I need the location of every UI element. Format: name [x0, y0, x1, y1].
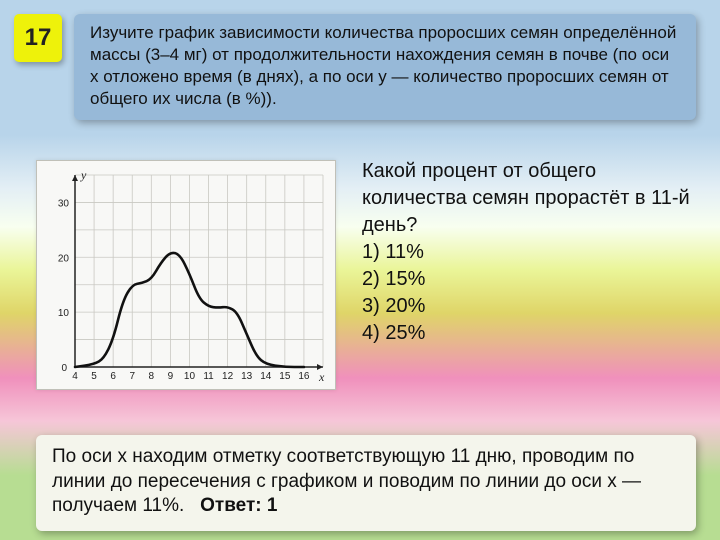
svg-text:6: 6 — [110, 371, 116, 382]
svg-text:5: 5 — [91, 371, 97, 382]
svg-text:11: 11 — [203, 371, 214, 382]
svg-text:8: 8 — [149, 371, 155, 382]
svg-text:0: 0 — [61, 363, 67, 374]
answer-text: По оси x находим отметку соответствующую… — [52, 446, 641, 516]
svg-text:14: 14 — [260, 371, 272, 382]
chart-svg: 4 5 6 7 8 9 10 11 12 13 14 15 16 0 10 20 30 y x — [37, 161, 337, 391]
answer-box: По оси x находим отметку соответствующую… — [36, 435, 696, 531]
option-3: 3) 20% — [362, 293, 702, 320]
chart-container: 4 5 6 7 8 9 10 11 12 13 14 15 16 0 10 20 30 y x — [36, 160, 336, 390]
task-number-badge: 17 — [14, 14, 62, 62]
svg-text:12: 12 — [222, 371, 234, 382]
prompt-box: Изучите график зависимости количества пр… — [74, 14, 696, 120]
question-stem: Какой процент от общего количества семян… — [362, 158, 702, 239]
svg-text:15: 15 — [279, 371, 291, 382]
svg-text:10: 10 — [58, 308, 70, 319]
answer-label: Ответ: 1 — [200, 495, 277, 516]
svg-text:4: 4 — [72, 371, 78, 382]
task-number: 17 — [25, 24, 52, 52]
svg-text:9: 9 — [168, 371, 174, 382]
svg-text:7: 7 — [129, 371, 135, 382]
svg-text:x: x — [318, 370, 325, 384]
svg-text:y: y — [80, 168, 87, 182]
svg-text:13: 13 — [241, 371, 253, 382]
svg-text:20: 20 — [58, 253, 70, 264]
prompt-text: Изучите график зависимости количества пр… — [90, 23, 676, 108]
option-2: 2) 15% — [362, 266, 702, 293]
svg-text:30: 30 — [58, 198, 70, 209]
option-4: 4) 25% — [362, 320, 702, 347]
option-1: 1) 11% — [362, 239, 702, 266]
svg-text:16: 16 — [298, 371, 310, 382]
question-block: Какой процент от общего количества семян… — [362, 158, 702, 347]
svg-text:10: 10 — [184, 371, 196, 382]
